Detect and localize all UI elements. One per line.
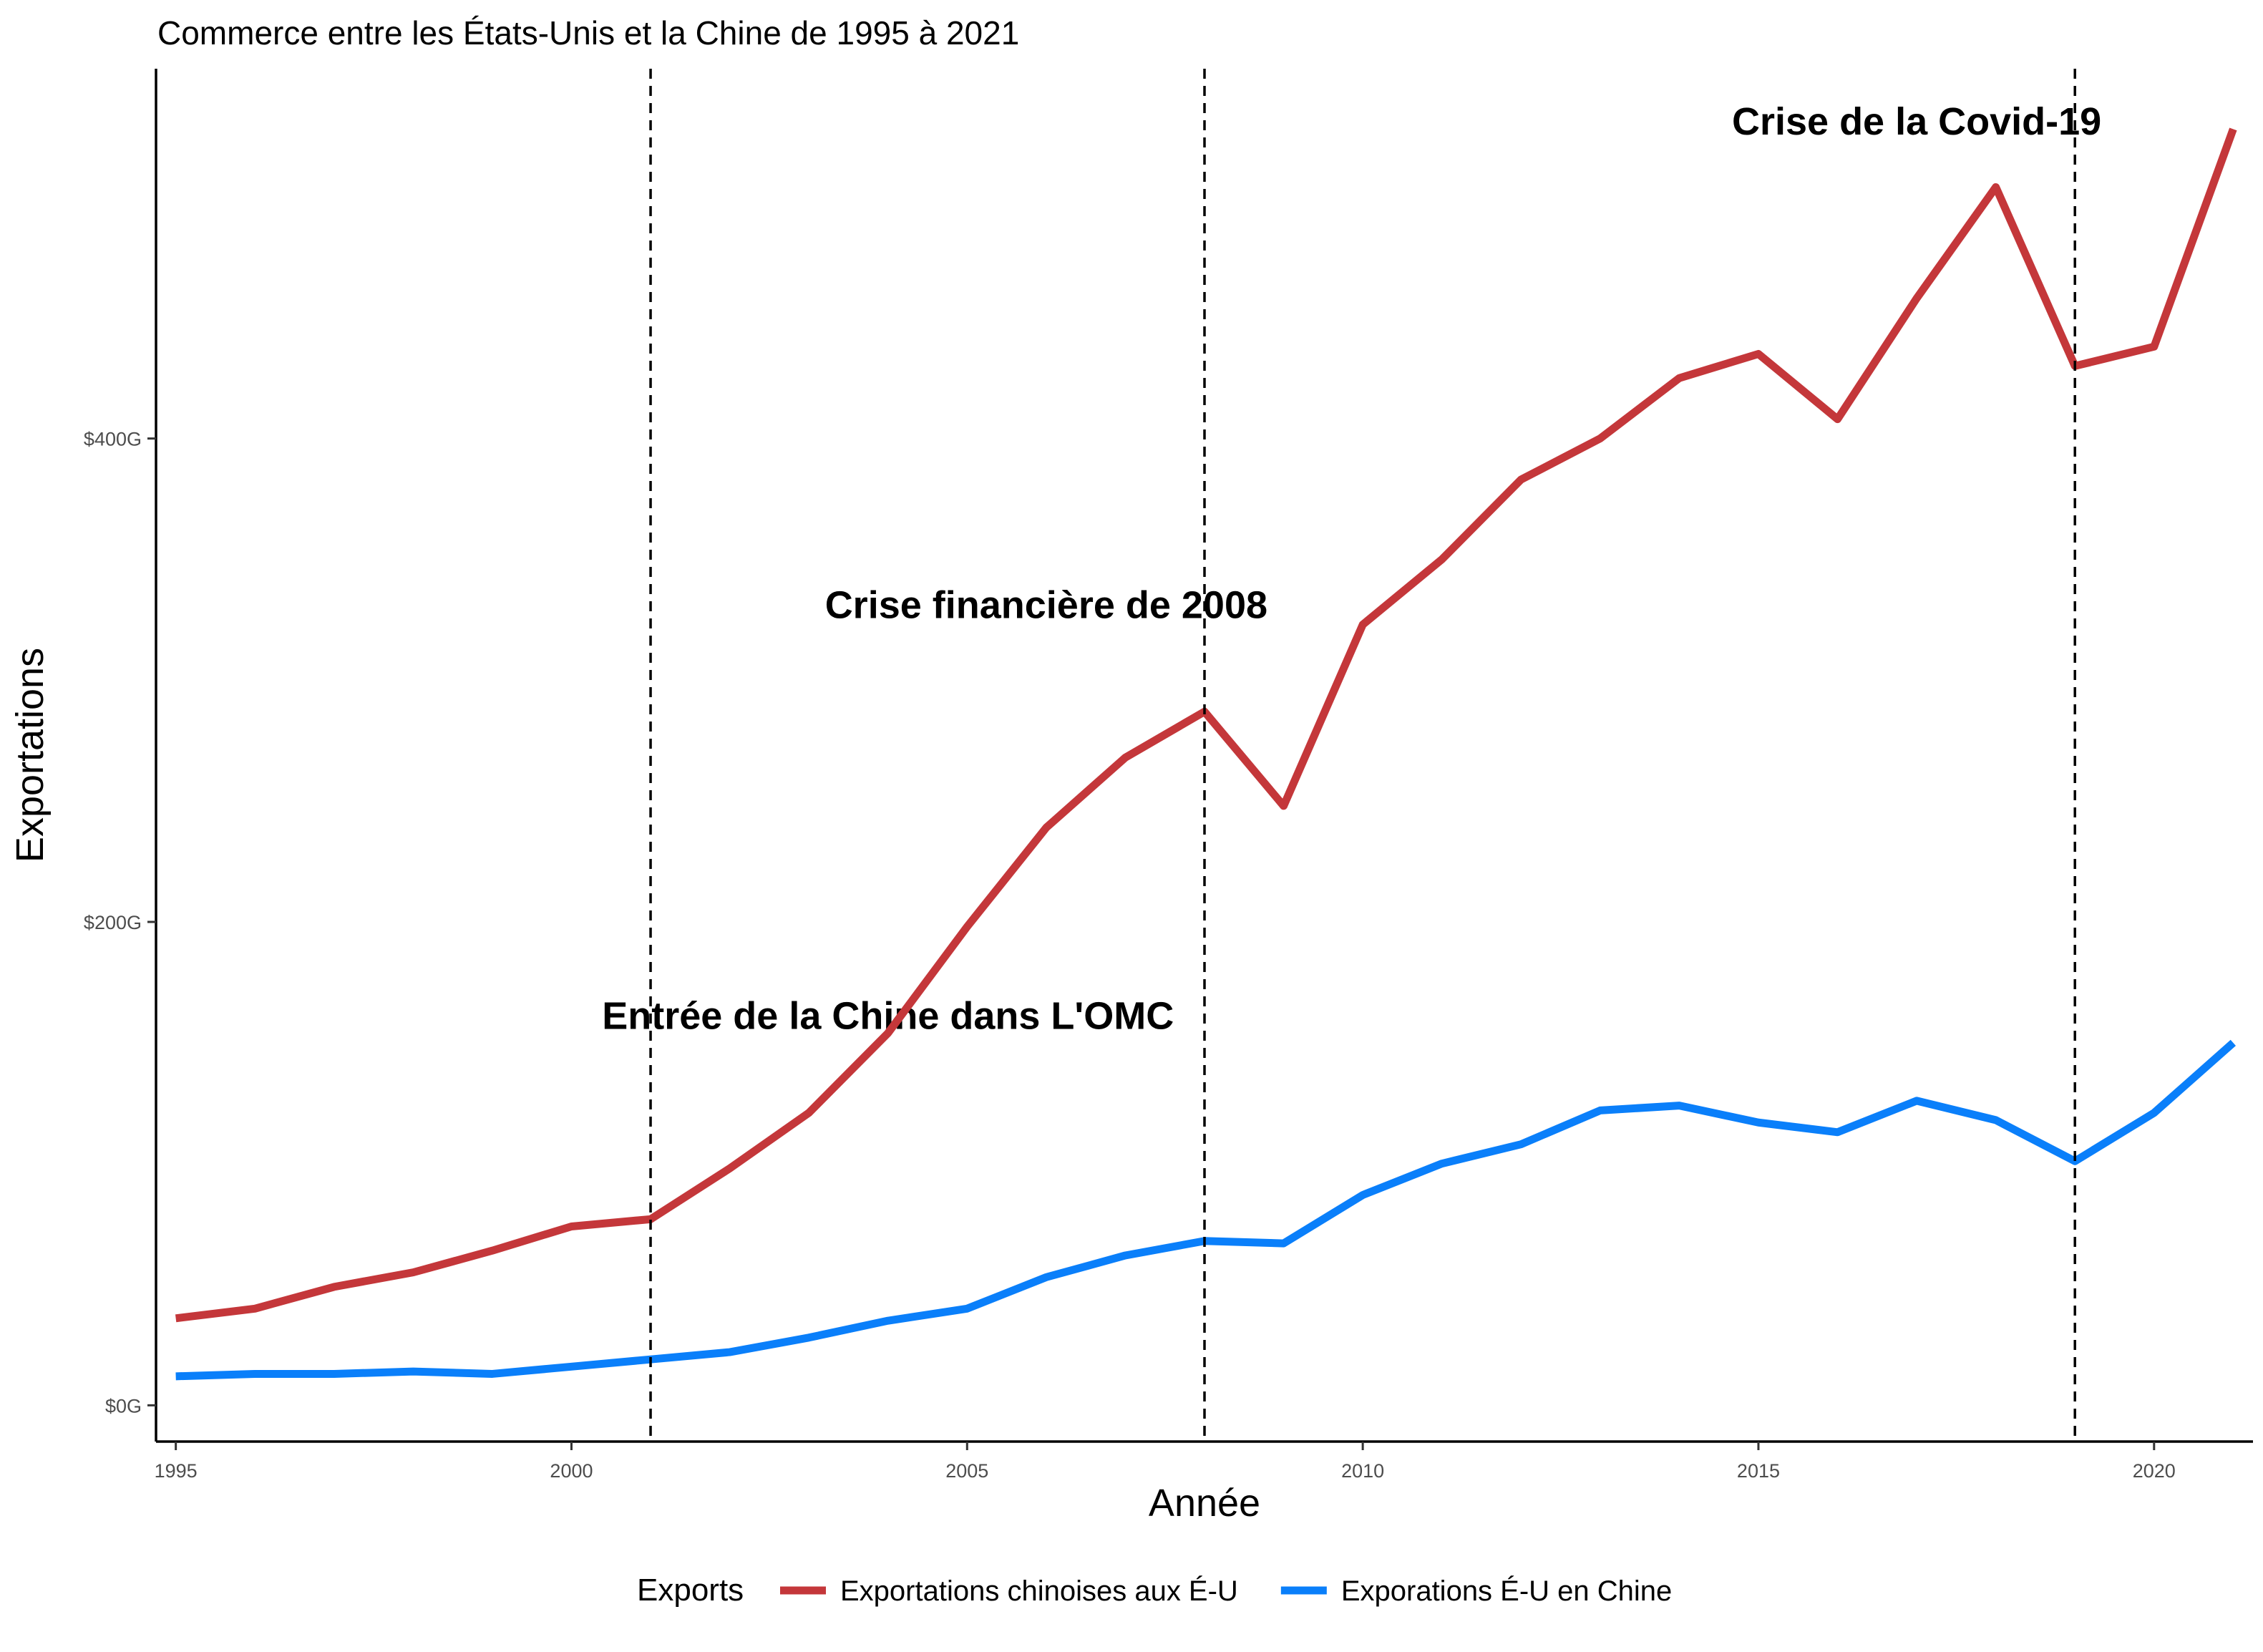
x-tick-label: 2010: [1341, 1460, 1384, 1482]
y-tick-label: $0G: [105, 1395, 142, 1417]
y-axis-ticks: $0G $200G $400G: [84, 429, 156, 1417]
x-tick-label: 1995: [155, 1460, 198, 1482]
x-axis-title: Année: [1149, 1482, 1260, 1525]
x-tick-label: 2015: [1737, 1460, 1780, 1482]
legend-label-china-exports: Exportations chinoises aux É-U: [840, 1575, 1238, 1607]
axes: 1995 2000 2005 2010 2015 2020 $0G $200G $400G: [84, 69, 2253, 1482]
legend: Exports Exportations chinoises aux É-U Ex…: [637, 1573, 1672, 1608]
event-lines: [649, 69, 2076, 1442]
y-tick-label: $200G: [84, 912, 142, 933]
x-tick-label: 2005: [945, 1460, 988, 1482]
x-tick-label: 2000: [550, 1460, 593, 1482]
legend-label-us-exports: Exporations É-U en Chine: [1341, 1575, 1672, 1607]
annotation-label: Crise financière de 2008: [825, 583, 1267, 626]
chart-title: Commerce entre les États-Unis et la Chin…: [157, 14, 1019, 52]
y-axis-title: Exportations: [9, 648, 52, 863]
legend-title: Exports: [637, 1573, 744, 1608]
y-tick-label: $400G: [84, 429, 142, 450]
x-axis-ticks: 1995 2000 2005 2010 2015 2020: [155, 1442, 2176, 1482]
annotation-label: Crise de la Covid-19: [1732, 100, 2101, 143]
x-tick-label: 2020: [2133, 1460, 2176, 1482]
